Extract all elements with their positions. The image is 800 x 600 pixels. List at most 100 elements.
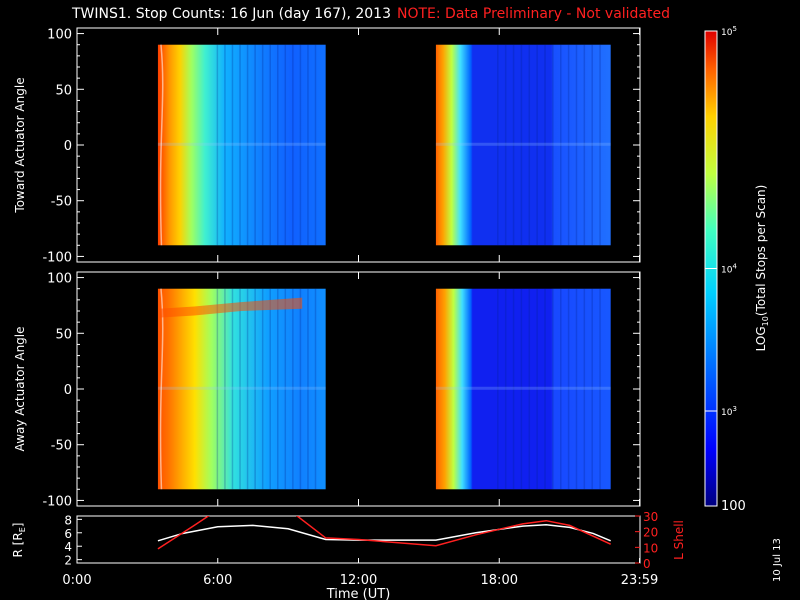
r-axis-label: R [RE] <box>11 523 27 558</box>
lshell-tick-label: 20 <box>643 526 658 540</box>
heatmap-stripe <box>314 44 317 246</box>
heatmap-stripe <box>583 44 586 246</box>
colorbar-tick-label: 104 <box>721 263 737 276</box>
heatmap-stripe <box>520 44 523 246</box>
heatmap-stripe <box>292 288 294 490</box>
heatmap-trace <box>159 288 164 490</box>
y-tick-label: 0 <box>64 383 72 398</box>
heatmap-stripe <box>307 44 309 246</box>
heatmap-zero-band <box>435 142 611 146</box>
heatmap-stripe <box>567 44 570 246</box>
heatmap-stripe <box>591 44 593 246</box>
r-tick-label: 4 <box>64 540 72 554</box>
heatmap-zero-band <box>435 386 611 390</box>
y-tick-label: -100 <box>42 494 72 509</box>
heatmap-stripe <box>559 288 562 490</box>
colorbar-tick-label: 105 <box>721 25 737 38</box>
series-line-lshell <box>157 516 611 550</box>
heatmap-stripe <box>575 288 578 490</box>
heatmap-stripe <box>307 288 309 490</box>
heatmap-stripe <box>591 288 593 490</box>
heatmap-stripe <box>599 288 601 490</box>
y-tick-label: 50 <box>55 327 72 342</box>
series-line-r <box>157 523 611 542</box>
title-main: TWINS1. Stop Counts: 16 Jun (day 167), 2… <box>72 6 391 22</box>
lshell-tick-label: 30 <box>643 510 658 524</box>
heatmap-stripe <box>239 44 241 246</box>
x-axis-label: Time (UT) <box>326 587 391 600</box>
heatmap-block-2 <box>435 288 611 490</box>
y-tick-label: 50 <box>55 83 72 98</box>
y-axis-label: Away Actuator Angle <box>13 326 27 451</box>
high-count-band <box>159 297 303 318</box>
heatmap-stripe <box>544 44 546 246</box>
heatmap-stripe <box>497 44 499 246</box>
heatmap-stripe <box>216 288 219 490</box>
y-tick-label: 0 <box>64 139 72 154</box>
heatmap-block-1 <box>157 288 326 490</box>
heatmap-stripe <box>292 44 294 246</box>
heatmap-stripe <box>299 288 302 490</box>
lshell-axis-label: L Shell <box>672 520 686 560</box>
heatmap-stripe <box>504 44 507 246</box>
colorbar-bottom-label: 100 <box>721 499 746 514</box>
heatmap-stripe <box>528 288 531 490</box>
heatmap-zero-band <box>157 142 326 146</box>
heatmap-stripe <box>552 44 554 246</box>
heatmap-stripe <box>544 288 546 490</box>
heatmap-stripe <box>231 288 234 490</box>
heatmap-stripe <box>599 44 601 246</box>
y-tick-label: -50 <box>51 439 72 454</box>
heatmap-block-1 <box>157 44 326 246</box>
heatmap-stripe <box>269 288 271 490</box>
heatmap-stripe <box>277 44 279 246</box>
y-tick-label: -100 <box>42 250 72 265</box>
colorbar-tick-label: 103 <box>721 405 737 418</box>
y-tick-label: 100 <box>47 28 72 43</box>
chart-title: TWINS1. Stop Counts: 16 Jun (day 167), 2… <box>72 6 670 22</box>
x-tick-label: 23:59 <box>621 573 658 588</box>
heatmap-stripe <box>261 44 264 246</box>
heatmap-stripe <box>246 44 249 246</box>
y-tick-label: -50 <box>51 195 72 210</box>
heatmap-stripe <box>261 288 264 490</box>
heatmap-stripe <box>284 44 287 246</box>
heatmap-stripe <box>224 288 226 490</box>
lshell-tick-label: 0 <box>643 557 651 571</box>
x-tick-label: 6:00 <box>203 573 232 588</box>
heatmap-block-2 <box>435 44 611 246</box>
heatmap-stripe <box>504 288 507 490</box>
r-tick-label: 8 <box>64 513 72 527</box>
heatmap-stripe <box>224 44 226 246</box>
heatmap-stripe <box>216 44 219 246</box>
x-tick-label: 0:00 <box>62 573 91 588</box>
heatmap-stripe <box>536 288 538 490</box>
heatmap-stripe <box>497 288 499 490</box>
colorbar-label: LOG10(Total Stops per Scan) <box>754 185 770 352</box>
heatmap-stripe <box>528 44 531 246</box>
lshell-tick-label: 10 <box>643 541 658 555</box>
heatmap-stripe <box>512 44 515 246</box>
x-tick-label: 18:00 <box>481 573 518 588</box>
heatmap-stripe <box>254 288 256 490</box>
heatmap-zero-band <box>157 386 326 390</box>
heatmap-stripe <box>575 44 578 246</box>
heatmap-stripe <box>277 288 279 490</box>
heatmap-stripe <box>269 44 271 246</box>
heatmap-stripe <box>299 44 302 246</box>
heatmap-stripe <box>246 288 249 490</box>
heatmap-stripe <box>512 288 515 490</box>
y-axis-label: Toward Actuator Angle <box>13 77 27 213</box>
x-tick-label: 12:00 <box>340 573 377 588</box>
heatmap-stripe <box>536 44 538 246</box>
heatmap-stripe <box>284 288 287 490</box>
title-note: NOTE: Data Preliminary - Not validated <box>396 6 671 22</box>
heatmap-stripe <box>231 44 234 246</box>
heatmap-stripe <box>520 288 523 490</box>
heatmap-stripe <box>314 288 317 490</box>
heatmap-stripe <box>583 288 586 490</box>
y-tick-label: 100 <box>47 272 72 287</box>
heatmap-stripe <box>552 288 554 490</box>
heatmap-stripe <box>254 44 256 246</box>
